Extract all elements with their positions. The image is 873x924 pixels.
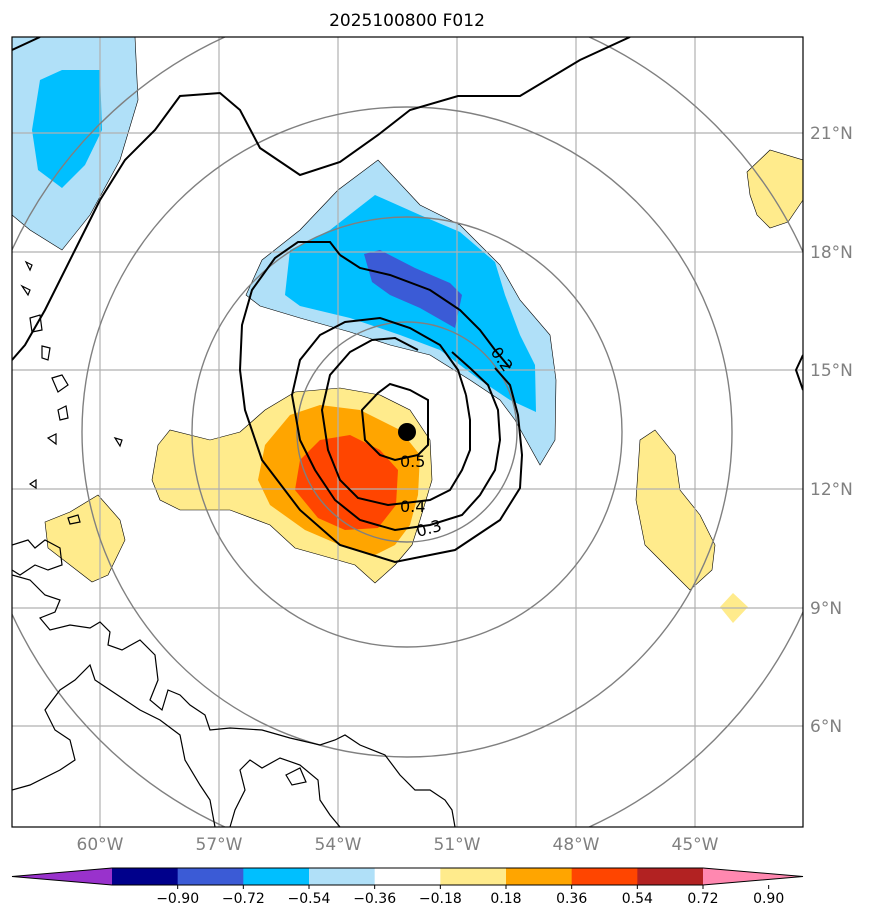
storm-center-marker — [398, 423, 416, 441]
lat-label-12n: 12°N — [810, 480, 853, 500]
lon-label-57w: 57°W — [196, 835, 243, 855]
lat-label-15n: 15°N — [810, 361, 853, 381]
colorbar-tick-label: −0.18 — [419, 891, 462, 907]
colorbar-segment — [637, 868, 704, 885]
colorbar-segment — [177, 868, 244, 885]
lat-labels: 21°N 18°N 15°N 12°N 9°N 6°N — [810, 124, 853, 737]
colorbar-segment — [571, 868, 638, 885]
colorbar-extend-high — [703, 868, 803, 885]
lon-label-54w: 54°W — [315, 835, 362, 855]
colorbar-tick-label: 0.36 — [556, 891, 587, 907]
shaded-fields — [12, 37, 803, 623]
colorbar-tick-label: −0.36 — [353, 891, 396, 907]
lon-labels: 60°W 57°W 54°W 51°W 48°W 45°W — [77, 835, 719, 855]
colorbar-extend-low — [12, 868, 112, 885]
yellow-area-sw — [44, 494, 126, 583]
colorbar-tick-label: −0.72 — [222, 891, 265, 907]
red-orange-area-center — [295, 435, 398, 530]
colorbar-segment — [506, 868, 573, 885]
colorbar-segment — [309, 868, 376, 885]
contour-label-0-5: 0.5 — [400, 452, 425, 471]
colorbar-tick-label: −0.90 — [156, 891, 199, 907]
lat-label-9n: 9°N — [810, 599, 842, 619]
lon-label-60w: 60°W — [77, 835, 124, 855]
graticule — [12, 37, 803, 827]
contour-lines — [12, 37, 803, 564]
colorbar-segment — [440, 868, 507, 885]
colorbar: −0.90 −0.72 −0.54 −0.36 −0.18 0.18 0.36 0.54 0.7… — [11, 867, 804, 907]
colorbar-outline — [11, 867, 804, 886]
contour-label-0-4: 0.4 — [400, 497, 425, 516]
colorbar-tick-label: 0.90 — [753, 891, 784, 907]
colorbar-tick-label: 0.18 — [490, 891, 521, 907]
contour-label-group: 0.2 0.5 0.4 0.3 — [400, 343, 517, 540]
range-rings — [12, 37, 803, 827]
colorbar-segment — [374, 868, 441, 885]
plot-title: 2025100800 F012 — [329, 11, 485, 31]
map-frame — [11, 36, 804, 828]
lon-label-51w: 51°W — [434, 835, 481, 855]
lat-label-6n: 6°N — [810, 717, 842, 737]
lat-label-18n: 18°N — [810, 243, 853, 263]
colorbar-segment — [243, 868, 310, 885]
colorbar-tick-label: 0.54 — [622, 891, 653, 907]
lat-label-21n: 21°N — [810, 124, 853, 144]
mid-blue-area-nw — [32, 70, 102, 188]
colorbar-tick-label: −0.54 — [288, 891, 331, 907]
colorbar-segment — [112, 868, 179, 885]
map-area: 0.2 0.5 0.4 0.3 — [12, 37, 803, 827]
lon-label-45w: 45°W — [672, 835, 719, 855]
lon-label-48w: 48°W — [553, 835, 600, 855]
coastlines — [12, 260, 456, 827]
dark-blue-area-center — [364, 250, 462, 328]
colorbar-tick-label: 0.72 — [687, 891, 718, 907]
